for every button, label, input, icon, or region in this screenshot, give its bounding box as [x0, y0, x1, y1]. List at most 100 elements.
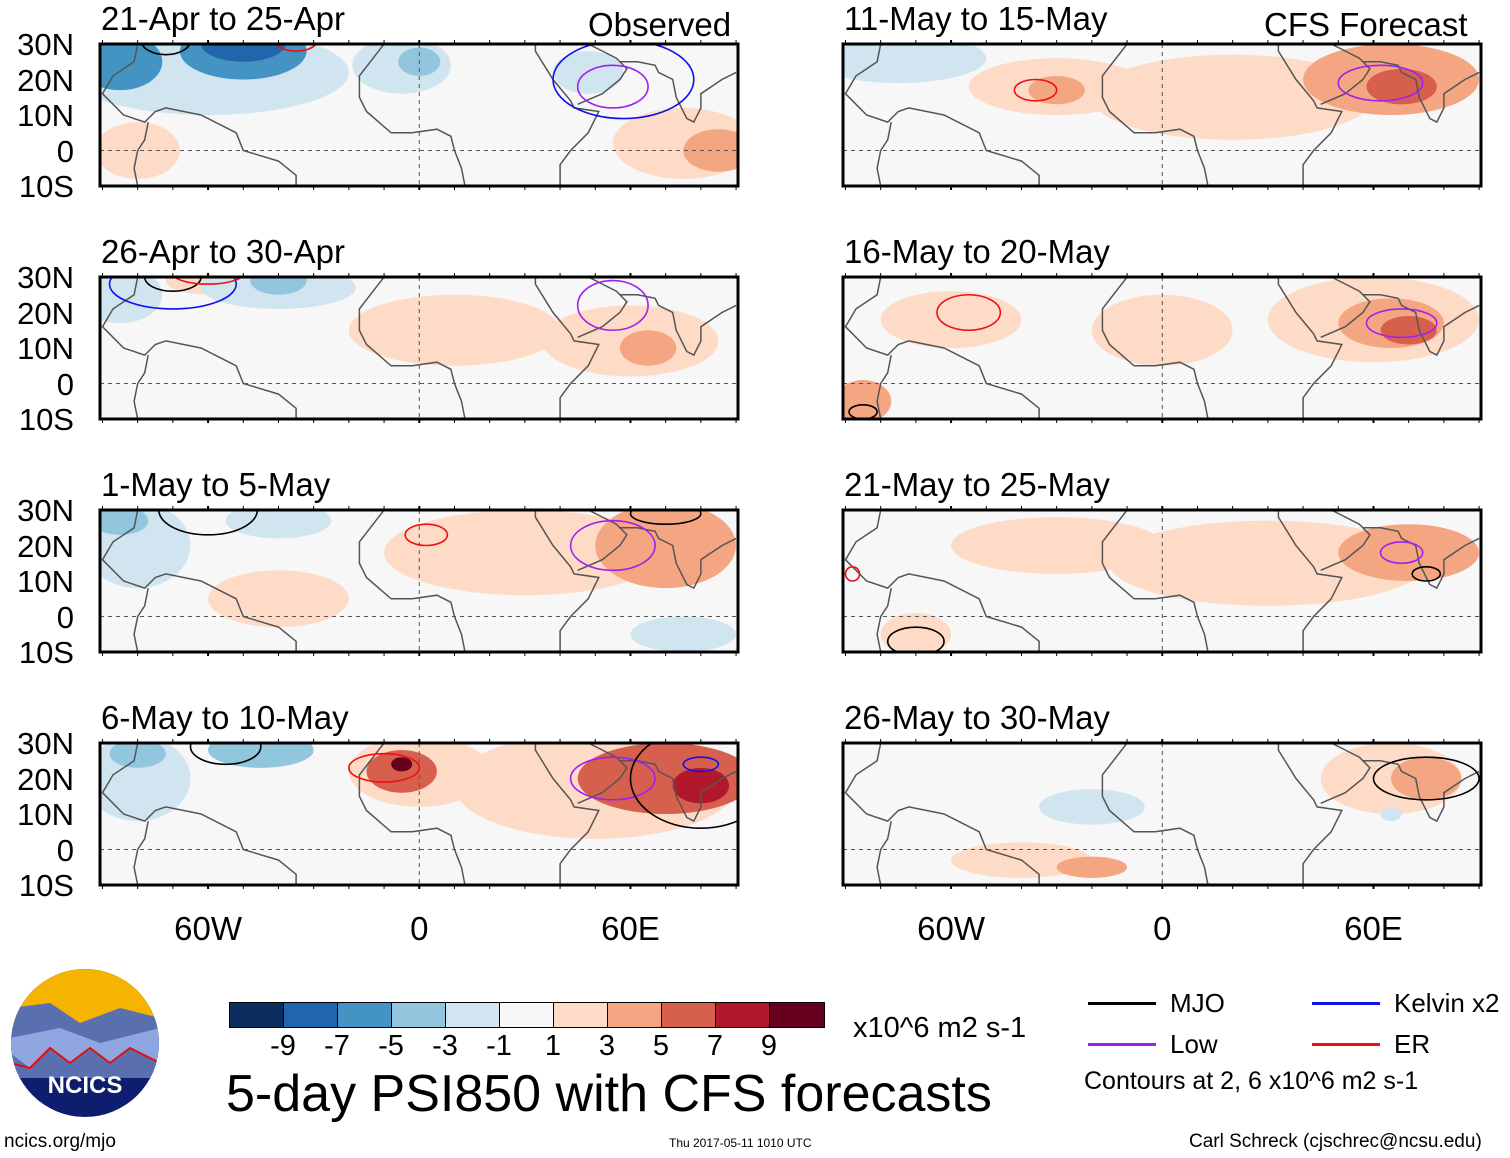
coastline — [534, 277, 600, 419]
red-contour — [1013, 78, 1058, 102]
black-contour — [629, 510, 702, 525]
colorbar-tick-label: -1 — [486, 1030, 512, 1062]
purple-contour — [1379, 541, 1424, 565]
latitude-label: 30N — [17, 260, 74, 295]
anomaly-region — [100, 122, 180, 179]
colorbar-tick-label: 5 — [652, 1030, 670, 1062]
coastline — [1320, 277, 1371, 338]
contour-note: Contours at 2, 6 x10^6 m2 s-1 — [1084, 1067, 1419, 1095]
latitude-label: 10N — [17, 331, 74, 366]
coastline — [101, 743, 297, 885]
observed-label: Observed — [588, 6, 732, 43]
longitude-label: 60E — [601, 910, 660, 947]
contour-legend-line — [1088, 1043, 1156, 1046]
colorbar-tick-label: 1 — [544, 1030, 562, 1062]
coastline — [101, 510, 297, 652]
coastline — [133, 820, 149, 885]
contour-legend-line — [1312, 1002, 1380, 1005]
panel-title: 6-May to 10-May — [101, 699, 349, 736]
anomaly-region — [553, 51, 624, 94]
panel-title: 26-Apr to 30-Apr — [101, 233, 345, 270]
coastline — [1101, 743, 1209, 885]
anomaly-region — [672, 767, 730, 804]
anomaly-region — [577, 743, 738, 814]
coastline — [577, 743, 628, 804]
anomaly-region — [1303, 143, 1444, 179]
colorbar-tick-label: -3 — [432, 1030, 458, 1062]
red-contour — [348, 752, 421, 783]
colorbar-swatch — [338, 1003, 392, 1027]
coastline — [876, 121, 892, 186]
black-contour — [1372, 756, 1480, 801]
coastline — [133, 121, 149, 186]
longitude-label: 0 — [1153, 910, 1172, 947]
latitude-label: 30N — [17, 27, 74, 62]
latitude-label: 0 — [56, 832, 74, 868]
purple-contour — [569, 756, 656, 801]
latitude-label: 20N — [17, 295, 74, 331]
cfs-forecast-label: CFS Forecast — [1264, 6, 1468, 43]
red-contour — [173, 277, 243, 285]
anomaly-region — [843, 510, 934, 581]
anomaly-region — [1380, 316, 1437, 345]
coastline — [358, 743, 466, 885]
colorbar-tick-label: 9 — [760, 1030, 778, 1062]
panel-title: 21-May to 25-May — [844, 466, 1110, 503]
colorbar-tick-label: -9 — [270, 1030, 296, 1062]
coastline — [1362, 294, 1480, 357]
psi850-map-panel — [841, 506, 1483, 656]
coastline — [844, 743, 1040, 885]
timestamp: Thu 2017-05-11 1010 UTC — [669, 1136, 812, 1150]
coastline — [619, 294, 737, 357]
anomaly-region — [391, 757, 413, 772]
coastline — [876, 587, 892, 652]
latitude-label: 10S — [18, 169, 74, 204]
coastline — [1101, 510, 1209, 652]
anomaly-region — [225, 510, 332, 539]
anomaly-region — [1039, 789, 1145, 825]
red-contour — [936, 293, 1002, 332]
latitude-label: 10S — [18, 635, 74, 670]
black-contour — [629, 743, 738, 829]
psi850-map-panel — [841, 40, 1483, 190]
contour-legend-line — [1312, 1043, 1380, 1046]
colorbar-swatch — [608, 1003, 662, 1027]
website-link[interactable]: ncics.org/mjo — [4, 1131, 116, 1152]
red-contour — [404, 523, 449, 547]
coastline — [1320, 510, 1371, 571]
colorbar-swatch — [500, 1003, 554, 1027]
purple-contour — [1365, 308, 1438, 339]
colorbar-units: x10^6 m2 s-1 — [853, 1012, 1027, 1044]
black-contour — [886, 626, 945, 652]
red-contour — [275, 44, 317, 52]
red-contour — [844, 566, 861, 582]
colorbar-swatch — [446, 1003, 500, 1027]
anomaly-region — [630, 616, 737, 652]
latitude-label: 10S — [18, 402, 74, 437]
author-credit: Carl Schreck (cjschrec@ncsu.edu) — [1189, 1131, 1482, 1152]
anomaly-region — [250, 277, 307, 295]
anomaly-region — [296, 79, 613, 151]
coastline — [876, 820, 892, 885]
coastline — [844, 510, 1040, 652]
colorbar-swatch — [770, 1003, 824, 1027]
psi850-map-panel — [841, 273, 1483, 423]
panel-title: 1-May to 5-May — [101, 466, 331, 503]
black-contour — [141, 44, 191, 56]
colorbar-swatch — [392, 1003, 446, 1027]
latitude-label: 10N — [17, 564, 74, 599]
psi850-map-panel — [98, 273, 740, 423]
latitude-label: 30N — [17, 493, 74, 528]
anomaly-region — [880, 291, 1022, 348]
coastline — [534, 44, 600, 186]
contour-legend-label: Low — [1170, 1029, 1218, 1059]
anomaly-region — [348, 294, 561, 366]
contour-legend-line — [1088, 1002, 1156, 1005]
coastline — [1320, 743, 1371, 804]
anomaly-region — [1162, 372, 1374, 416]
coastline — [1277, 743, 1343, 885]
anomaly-region — [880, 612, 952, 652]
longitude-label: 0 — [410, 910, 429, 947]
latitude-label: 0 — [56, 599, 74, 635]
latitude-label: 10S — [18, 868, 74, 903]
